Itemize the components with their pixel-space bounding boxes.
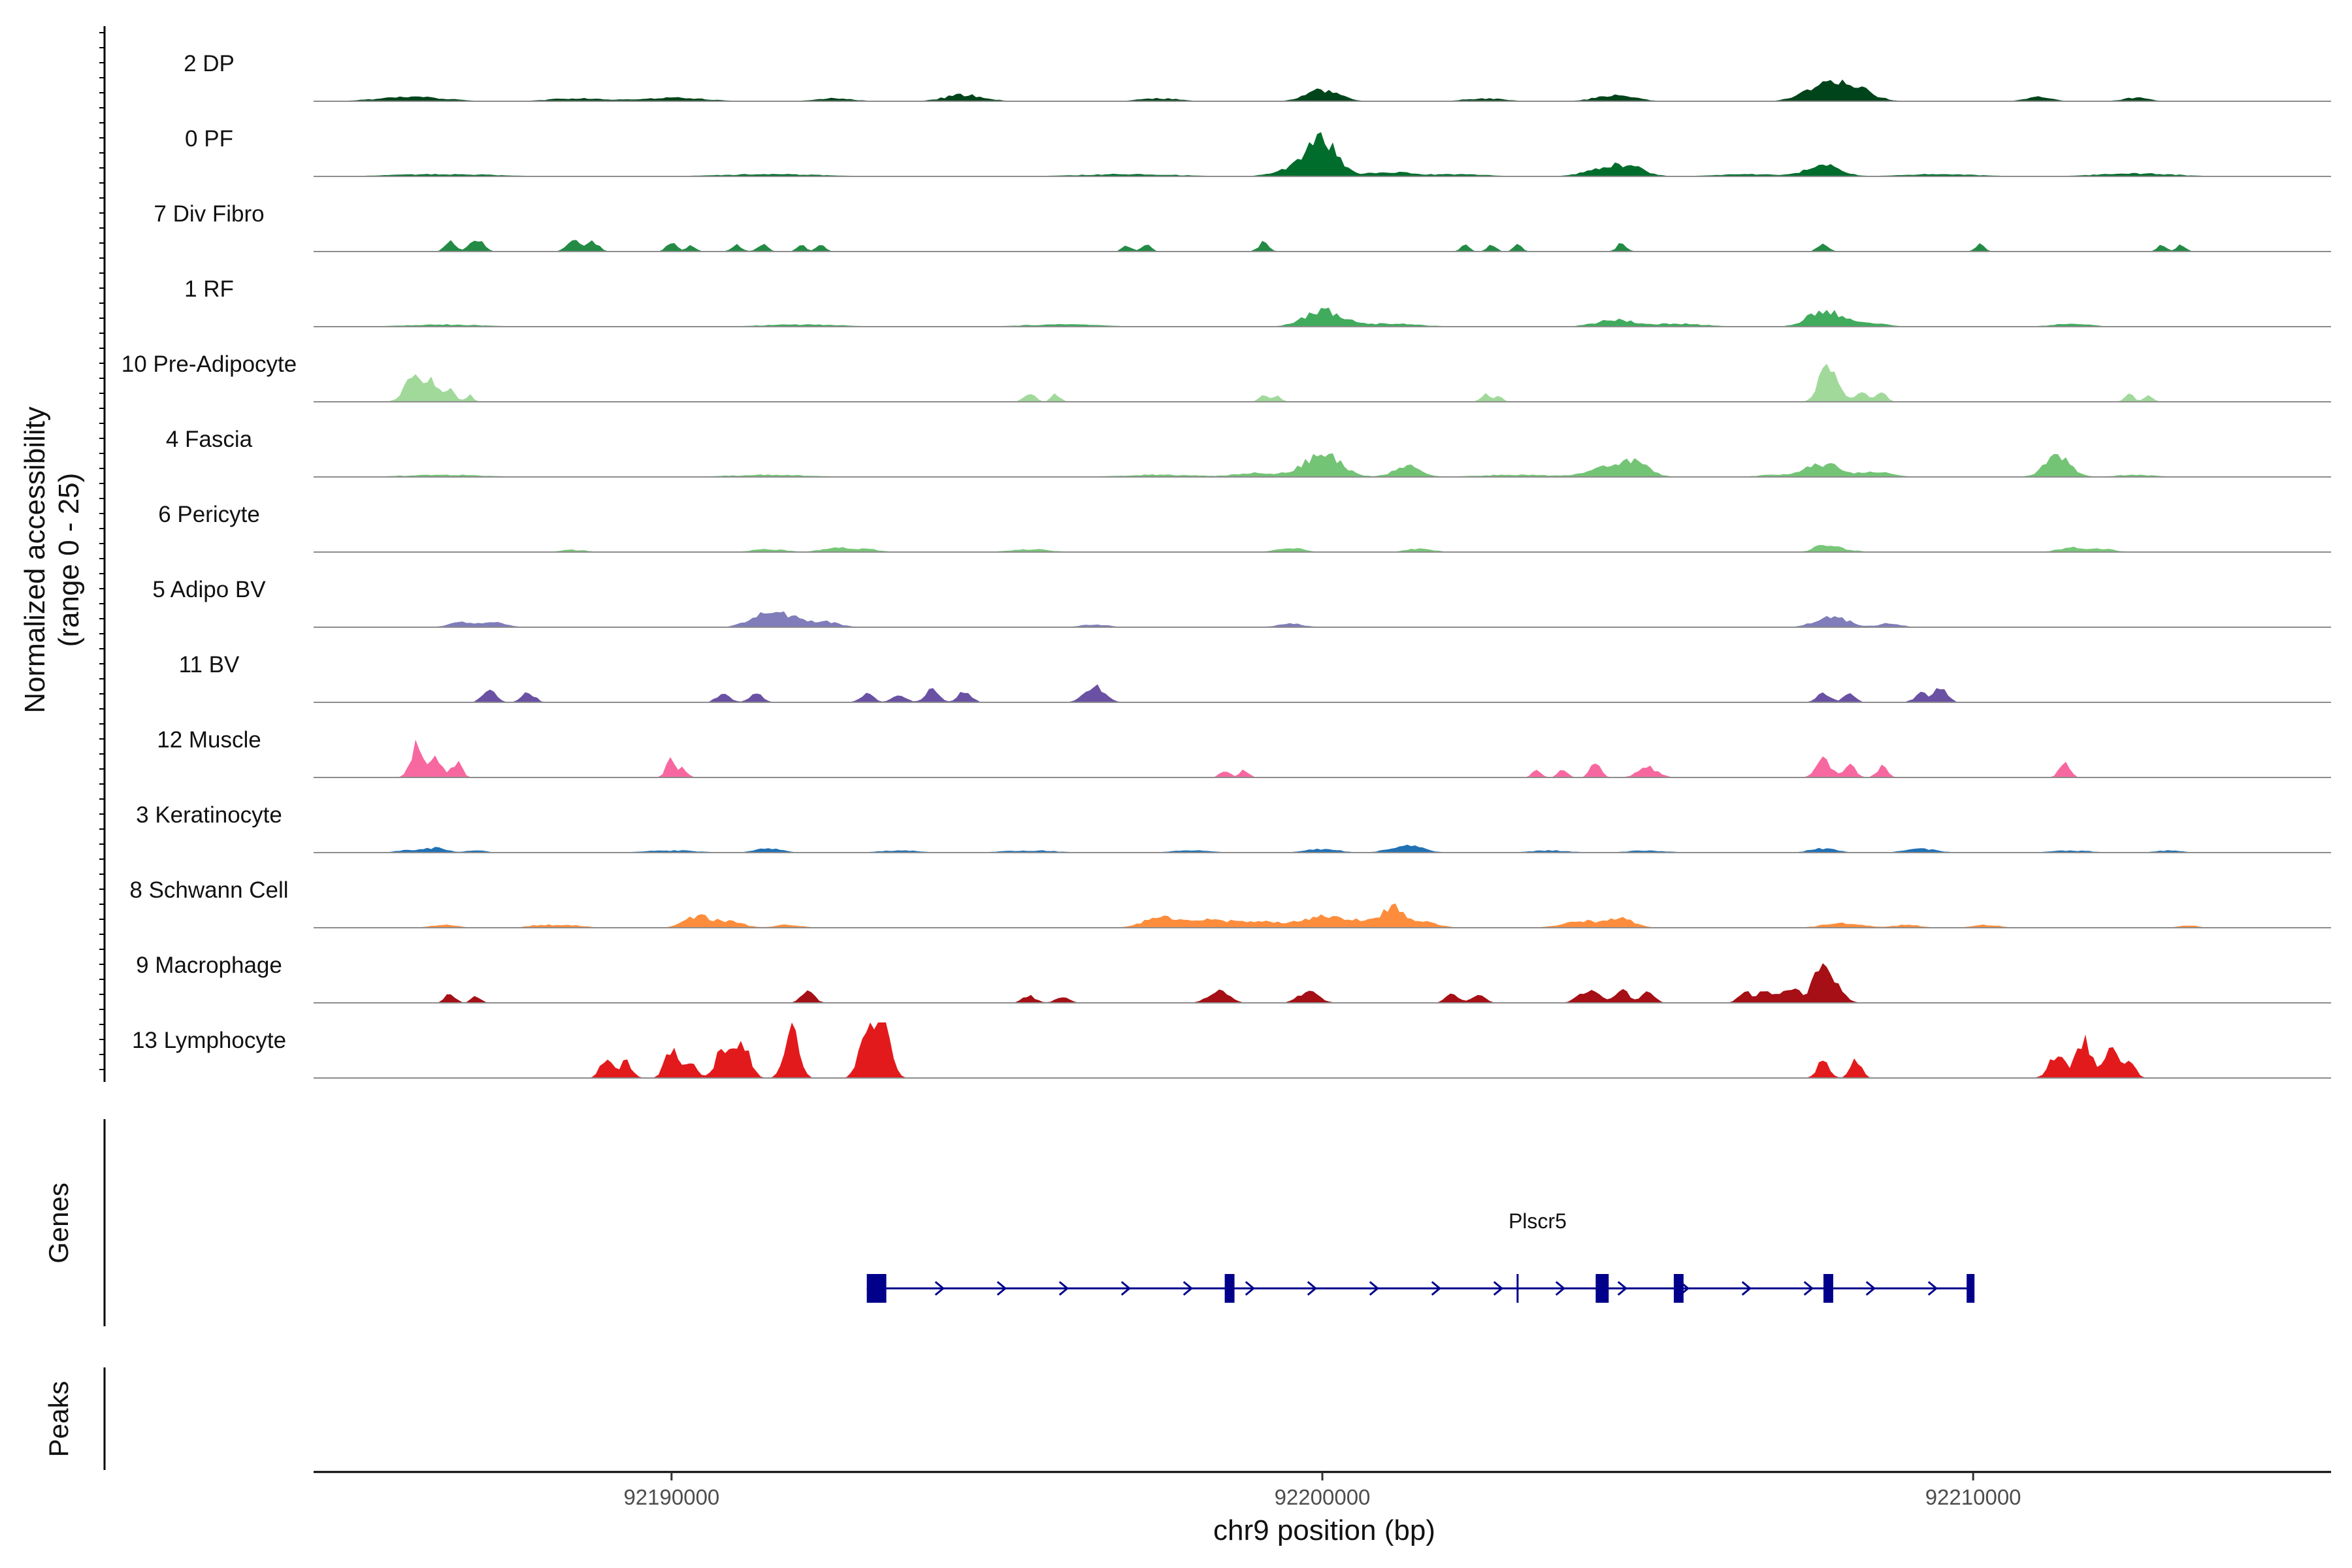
track: 9 Macrophage xyxy=(136,953,2331,1004)
coverage-area xyxy=(314,903,2331,928)
strand-arrow xyxy=(1741,1281,1752,1296)
peaks-panel: Peaks xyxy=(43,1367,106,1470)
genes-panel-label: Genes xyxy=(43,1183,74,1264)
track: 3 Keratinocyte xyxy=(136,802,2331,853)
strand-arrow xyxy=(1307,1281,1318,1296)
genes-panel: Genes Plscr5 xyxy=(43,1119,1975,1326)
track-label: 5 Adipo BV xyxy=(152,577,266,602)
track: 6 Pericyte xyxy=(158,502,2331,553)
track: 13 Lymphocyte xyxy=(132,1022,2331,1079)
coverage-area xyxy=(314,844,2331,853)
gene-model: Plscr5 xyxy=(866,1209,1975,1303)
y-axis-title-line2: (range 0 - 25) xyxy=(53,473,85,647)
x-tick-label: 92210000 xyxy=(1925,1485,2021,1509)
coverage-area xyxy=(314,453,2331,477)
track: 4 Fascia xyxy=(166,427,2331,478)
track: 0 PF xyxy=(185,126,2331,177)
strand-arrow xyxy=(1493,1281,1504,1296)
y-axis xyxy=(99,26,106,1082)
track: 1 RF xyxy=(184,276,2331,327)
coverage-tracks: 2 DP 0 PF 7 Div Fibro 1 RF 10 Pre-Adipocyte 4… xyxy=(122,51,2331,1079)
track: 10 Pre-Adipocyte xyxy=(122,351,2331,402)
strand-arrow xyxy=(1803,1281,1814,1296)
coverage-area xyxy=(314,740,2331,777)
track-label: 1 RF xyxy=(184,276,234,302)
coverage-area xyxy=(314,1022,2331,1078)
track: 5 Adipo BV xyxy=(152,577,2331,628)
coverage-area xyxy=(314,684,2331,702)
track-label: 0 PF xyxy=(185,126,233,152)
strand-arrow xyxy=(1431,1281,1442,1296)
coverage-area xyxy=(314,363,2331,402)
y-axis-title-line1: Normalized accessibility xyxy=(19,406,51,713)
track-label: 12 Muscle xyxy=(157,727,261,753)
gene-name-label: Plscr5 xyxy=(1509,1209,1567,1233)
gene-exon xyxy=(1823,1274,1833,1303)
track: 7 Div Fibro xyxy=(154,201,2331,252)
x-axis-title: chr9 position (bp) xyxy=(1213,1514,1435,1546)
coverage-area xyxy=(314,307,2331,327)
track-label: 7 Div Fibro xyxy=(154,201,264,227)
track-label: 13 Lymphocyte xyxy=(132,1028,286,1053)
track-label: 11 BV xyxy=(179,652,240,678)
coverage-area xyxy=(314,611,2331,627)
strand-arrow xyxy=(1245,1281,1256,1296)
strand-arrow xyxy=(1555,1281,1566,1296)
gene-exon xyxy=(866,1274,887,1303)
strand-arrow xyxy=(1183,1281,1194,1296)
x-axis-ticks: 92190000 92200000 92210000 xyxy=(623,1472,2021,1509)
coverage-area xyxy=(314,240,2331,252)
track: 8 Schwann Cell xyxy=(129,877,2331,928)
strand-arrow xyxy=(996,1281,1007,1296)
strand-arrow xyxy=(1058,1281,1070,1296)
track: 12 Muscle xyxy=(157,727,2331,778)
strand-arrow xyxy=(1120,1281,1132,1296)
track-label: 9 Macrophage xyxy=(136,953,282,978)
strand-arrow xyxy=(934,1281,945,1296)
track-label: 3 Keratinocyte xyxy=(136,802,282,828)
peaks-panel-label: Peaks xyxy=(43,1381,74,1458)
track-label: 2 DP xyxy=(184,51,235,76)
gene-exon xyxy=(1673,1274,1684,1303)
track: 2 DP xyxy=(184,51,2331,102)
x-tick-label: 92200000 xyxy=(1275,1485,1371,1509)
coverage-area xyxy=(314,545,2331,552)
track-label: 6 Pericyte xyxy=(158,502,260,527)
coverage-area xyxy=(314,132,2331,176)
track-label: 10 Pre-Adipocyte xyxy=(122,351,297,377)
strand-arrow xyxy=(1865,1281,1876,1296)
track-label: 8 Schwann Cell xyxy=(129,877,288,903)
gene-exon xyxy=(1967,1274,1975,1303)
track-label: 4 Fascia xyxy=(166,427,253,452)
gene-exon xyxy=(1224,1274,1235,1303)
strand-arrow xyxy=(1617,1281,1628,1296)
x-tick-label: 92190000 xyxy=(623,1485,719,1509)
strand-arrow xyxy=(1927,1281,1938,1296)
coverage-area xyxy=(314,79,2331,101)
coverage-area xyxy=(314,963,2331,1003)
strand-arrow xyxy=(1369,1281,1380,1296)
track: 11 BV xyxy=(179,652,2331,703)
gene-exon xyxy=(1595,1274,1609,1303)
